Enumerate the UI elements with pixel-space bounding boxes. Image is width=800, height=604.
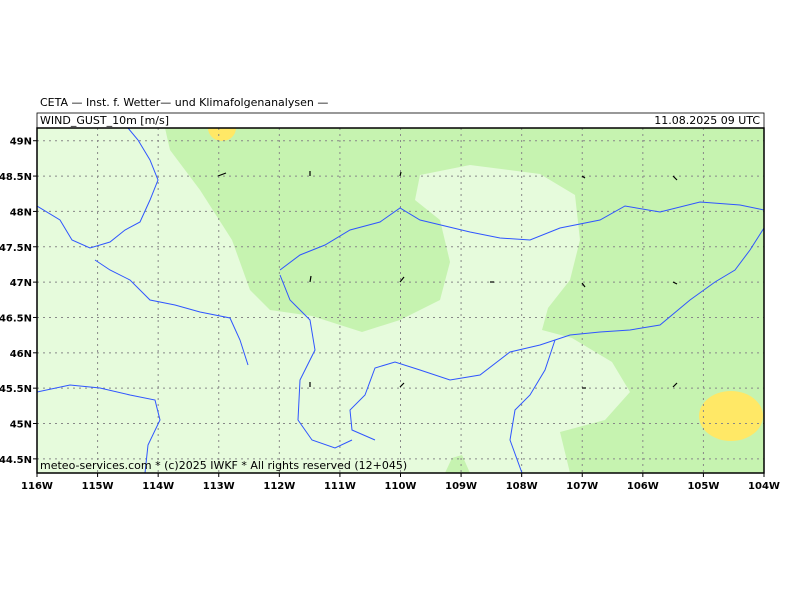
- lat-label: 46N: [10, 349, 32, 360]
- lat-label: 44.5N: [0, 455, 32, 466]
- lon-label: 111W: [324, 481, 356, 492]
- river: [509, 339, 556, 473]
- lon-label: 104W: [748, 481, 780, 492]
- lat-label: 47.5N: [0, 243, 32, 254]
- lon-label: 114W: [142, 481, 174, 492]
- river: [37, 384, 161, 473]
- lon-label: 113W: [203, 481, 235, 492]
- lon-label: 112W: [263, 481, 295, 492]
- lat-label: 45.5N: [0, 384, 32, 395]
- footer: meteo-services.com * (c)2025 IWKF * All …: [40, 459, 407, 472]
- lon-label: 116W: [21, 481, 53, 492]
- field-medium: [445, 455, 470, 473]
- river: [279, 201, 764, 271]
- river: [349, 227, 764, 441]
- parameter: WIND_GUST_10m [m/s]: [40, 114, 169, 127]
- lon-label: 107W: [566, 481, 598, 492]
- field-medium: [165, 128, 764, 473]
- valid-time: 11.08.2025 09 UTC: [654, 114, 760, 127]
- wind-barbs: [217, 171, 678, 389]
- lat-label: 48.5N: [0, 172, 32, 183]
- lon-label: 115W: [82, 481, 114, 492]
- lat-label: 45N: [10, 420, 32, 431]
- lon-label: 105W: [687, 481, 719, 492]
- river: [94, 259, 249, 366]
- header-title: CETA — Inst. f. Wetter— und Klimafolgena…: [40, 96, 328, 109]
- lon-label: 110W: [385, 481, 417, 492]
- lat-label: 49N: [10, 137, 32, 148]
- field-yellow: [208, 128, 236, 141]
- river: [279, 274, 353, 449]
- lon-label: 108W: [506, 481, 538, 492]
- lat-label: 46.5N: [0, 313, 32, 324]
- field-yellow: [699, 391, 763, 441]
- map-field: [37, 128, 764, 473]
- lat-label: 48N: [10, 207, 32, 218]
- lon-label: 106W: [627, 481, 659, 492]
- lat-label: 47N: [10, 278, 32, 289]
- river: [37, 128, 159, 249]
- lon-label: 109W: [445, 481, 477, 492]
